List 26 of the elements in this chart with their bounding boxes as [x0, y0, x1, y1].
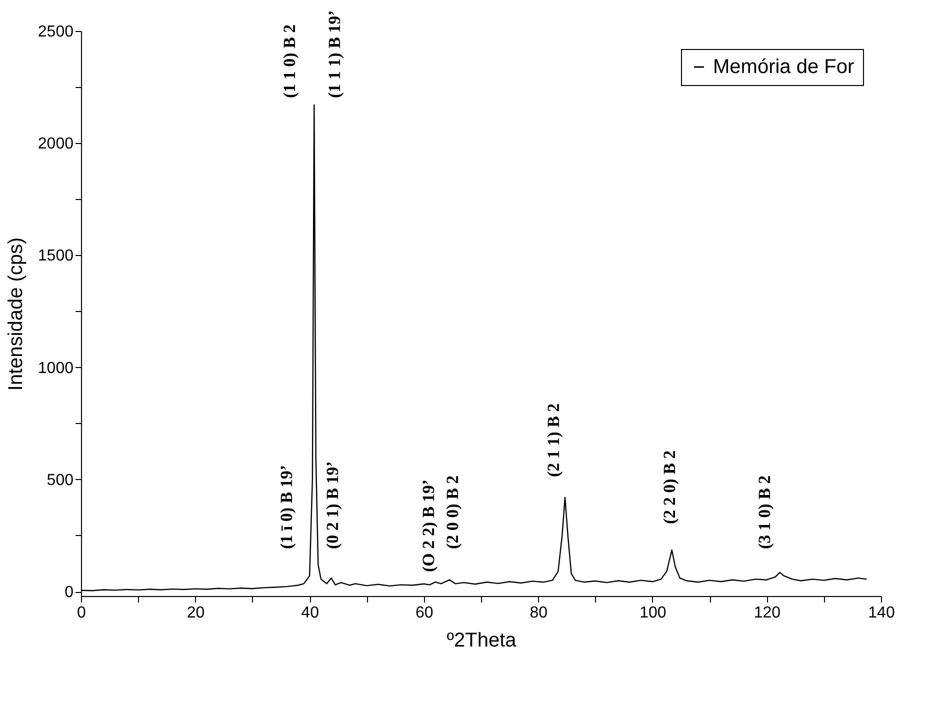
annotation: (2 0 0) B 2	[443, 475, 462, 549]
annotation: (2 1 1) B 2	[544, 403, 563, 477]
annotation: (0 2 1) B 19’	[323, 461, 342, 549]
x-tick-label: 140	[868, 604, 895, 622]
y-tick-label: 2500	[38, 24, 74, 40]
x-tick-label: 40	[301, 604, 320, 622]
y-axis-title: Intensidade (cps)	[4, 237, 27, 391]
y-tick-label: 1000	[38, 360, 74, 377]
x-tick-label: 80	[530, 604, 548, 622]
y-tick-label: 0	[64, 584, 74, 602]
y-tick-label: 500	[46, 472, 74, 489]
x-tick-label: 60	[415, 604, 434, 622]
annotation: (3 1 0) B 2	[755, 475, 774, 549]
annotation: (1 1 1) B 19’	[325, 10, 344, 98]
annotation: (1 ī 0) B 19’	[277, 464, 296, 549]
x-tick-label: 120	[754, 604, 781, 622]
x-axis-title: º2Theta	[446, 630, 518, 652]
legend-label: Memória de For	[713, 56, 854, 78]
x-tick-label: 100	[640, 604, 666, 622]
annotation: (2 2 0) B 2	[660, 450, 679, 524]
annotation: (1 1 0) B 2	[280, 24, 299, 98]
annotation: (O 2 2) B 19’	[419, 479, 438, 572]
y-tick-label: 1500	[38, 248, 74, 265]
y-tick-label: 2000	[38, 136, 74, 153]
x-tick-label: 20	[186, 604, 205, 622]
x-tick-label: 0	[77, 604, 86, 622]
